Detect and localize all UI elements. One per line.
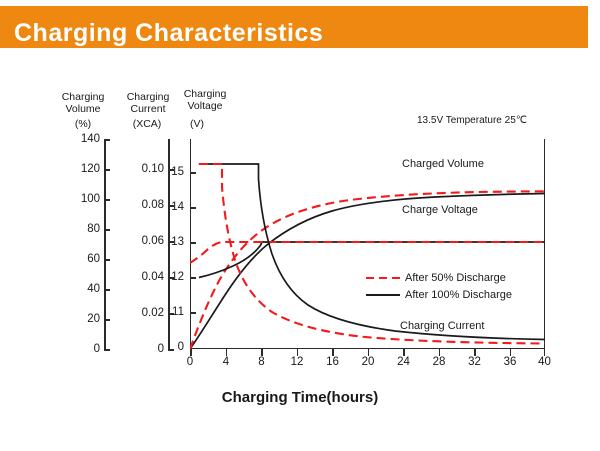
- ylabel-volume-20: 20: [87, 313, 100, 325]
- ylabel-voltage-13: 13: [171, 236, 184, 248]
- xtick-0: [190, 349, 192, 356]
- ylabel-current-0: 0: [157, 343, 164, 355]
- xlabel-40: 40: [538, 356, 551, 368]
- xlabel-32: 32: [468, 356, 481, 368]
- tick-voltage-12: [190, 277, 196, 279]
- tick-volume-140: [104, 139, 110, 141]
- xlabel-20: 20: [361, 356, 375, 368]
- ylabel-volume-80: 80: [87, 223, 100, 235]
- xlabel-36: 36: [503, 356, 517, 368]
- xlabel-24: 24: [397, 356, 410, 368]
- tick-voltage-13: [190, 242, 196, 244]
- ylabel-current-0-04: 0.04: [141, 271, 164, 283]
- axis-unit-charging-volume: (%): [74, 118, 92, 130]
- xtick-8: [261, 349, 263, 356]
- xlabel-8: 8: [258, 356, 265, 368]
- tick-volume-0: [104, 349, 110, 351]
- xtick-24: [403, 349, 405, 356]
- curve-label-charged-volume: Charged Volume: [402, 158, 484, 170]
- xtick-40: [543, 349, 546, 356]
- x-axis-title: Charging Time(hours): [221, 389, 379, 406]
- tick-volume-120: [104, 169, 110, 171]
- axis-unit-charging-current: (XCA): [132, 118, 162, 130]
- ylabel-current-0-10: 0.10: [141, 163, 164, 175]
- tick-volume-40: [104, 289, 110, 291]
- tick-current-0-06: [168, 241, 174, 243]
- xtick-20: [367, 349, 370, 356]
- xtick-12: [296, 349, 299, 356]
- xlabel-16: 16: [326, 356, 339, 368]
- tick-volume-20: [104, 319, 110, 321]
- xtick-4: [225, 349, 228, 356]
- ylabel-current-0-08: 0.08: [141, 199, 164, 211]
- ylabel-volume-60: 60: [87, 253, 100, 265]
- xtick-32: [474, 349, 476, 356]
- curve-charge-voltage-100: [198, 241, 545, 279]
- legend-swatch-dashed-icon: [366, 273, 400, 283]
- legend-item-after-100-discharge: After 100% Discharge: [366, 286, 512, 303]
- ylabel-voltage-14: 14: [171, 201, 184, 213]
- chart-annotation: 13.5V Temperature 25℃: [417, 115, 527, 126]
- curve-charge-voltage-50: [190, 240, 545, 264]
- legend-swatch-solid-icon: [366, 290, 400, 300]
- chart-figure: Charging Volume (%) Charging Current (XC…: [0, 48, 600, 451]
- xlabel-4: 4: [222, 356, 230, 368]
- tick-volume-80: [104, 229, 110, 231]
- tick-current-0-02: [168, 313, 174, 315]
- ylabel-current-0-06: 0.06: [141, 235, 164, 247]
- xtick-16: [332, 349, 334, 356]
- curve-charging-current-100: [198, 163, 545, 341]
- legend-label-after-50-discharge: After 50% Discharge: [405, 271, 506, 284]
- xlabel-0: 0: [186, 356, 194, 368]
- y-axis-charging-volume: [104, 139, 106, 349]
- tick-voltage-11: [190, 312, 196, 314]
- y-axis-charging-current: [168, 139, 170, 349]
- curve-label-charge-voltage: Charge Voltage: [402, 204, 478, 216]
- ylabel-volume-0: 0: [93, 343, 100, 355]
- plot-curves: [190, 162, 545, 349]
- ylabel-volume-140: 140: [80, 133, 100, 145]
- tick-voltage-14: [190, 207, 196, 209]
- ylabel-volume-120: 120: [80, 163, 100, 175]
- ylabel-voltage-12: 12: [171, 271, 184, 283]
- ylabel-voltage-11: 11: [172, 306, 184, 318]
- ylabel-volume-100: 100: [80, 193, 100, 205]
- tick-current-0-10: [168, 169, 174, 171]
- tick-volume-60: [104, 259, 110, 261]
- xtick-28: [438, 349, 441, 356]
- tick-current-0-04: [168, 277, 174, 279]
- xlabel-28: 28: [432, 356, 446, 368]
- page-title: Charging Characteristics: [14, 19, 324, 47]
- axis-title-charging-voltage: Charging Voltage: [183, 88, 227, 112]
- ylabel-volume-40: 40: [87, 283, 100, 295]
- tick-current-0-08: [168, 205, 174, 207]
- curve-label-charging-current: Charging Current: [400, 320, 485, 332]
- legend-item-after-50-discharge: After 50% Discharge: [366, 269, 512, 286]
- xtick-36: [509, 349, 512, 356]
- curve-charging-current-50: [198, 162, 545, 345]
- tick-voltage-15: [190, 172, 196, 174]
- ylabel-voltage-15: 15: [171, 166, 184, 178]
- axis-unit-charging-voltage: (V): [190, 118, 204, 130]
- ylabel-voltage-0: 0: [177, 341, 184, 353]
- axis-title-charging-volume: Charging Volume: [61, 91, 105, 115]
- xlabel-12: 12: [290, 356, 304, 368]
- ylabel-current-0-02: 0.02: [141, 307, 164, 319]
- axis-title-charging-current: Charging Current: [126, 91, 170, 115]
- curve-charged-volume-100: [190, 192, 545, 349]
- plot-frame: [190, 139, 545, 349]
- tick-current-0: [168, 349, 174, 351]
- curve-charged-volume-50: [190, 190, 545, 349]
- tick-volume-100: [104, 199, 110, 201]
- legend: After 50% Discharge After 100% Discharge: [366, 269, 512, 303]
- legend-label-after-100-discharge: After 100% Discharge: [405, 288, 512, 301]
- header-bar: Charging Characteristics: [0, 6, 588, 48]
